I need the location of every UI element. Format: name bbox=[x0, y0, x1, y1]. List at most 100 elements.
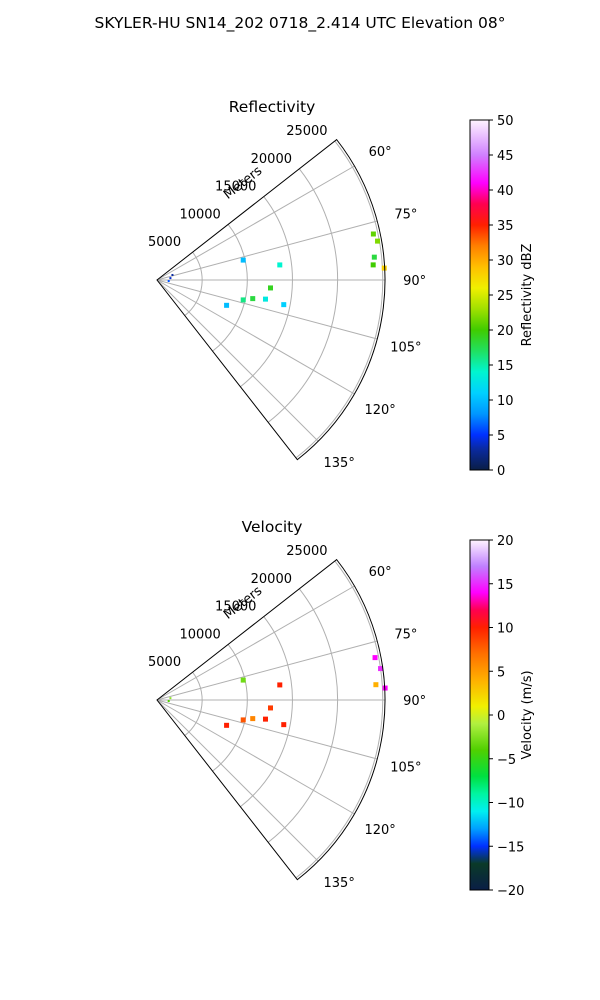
echo-0-1 bbox=[375, 238, 381, 244]
azimuth-tick-label-1-0: 60° bbox=[369, 565, 392, 580]
echo-0-0 bbox=[370, 231, 376, 237]
azimuth-spoke-0-0 bbox=[156, 165, 355, 281]
echo-0-11 bbox=[281, 302, 287, 308]
colorbar-tick-label-0-10: 50 bbox=[497, 114, 514, 129]
echo-1-12 bbox=[169, 697, 172, 700]
figure-title: SKYLER-HU SN14_202 0718_2.414 UTC Elevat… bbox=[94, 14, 506, 32]
echo-1-5 bbox=[240, 677, 246, 683]
echo-0-9 bbox=[240, 297, 246, 303]
range-tick-label-1-1: 10000 bbox=[179, 627, 220, 642]
colorbar-tick-label-1-3: −5 bbox=[497, 753, 516, 768]
azimuth-tick-label-0-0: 60° bbox=[369, 145, 392, 160]
echo-0-7 bbox=[267, 285, 273, 291]
echo-0-2 bbox=[371, 254, 377, 260]
panel-title-1: Velocity bbox=[242, 518, 303, 536]
echo-1-4 bbox=[277, 682, 283, 688]
colorbar-tick-label-0-3: 15 bbox=[497, 359, 514, 374]
panel-title-0: Reflectivity bbox=[229, 98, 316, 116]
echo-0-10 bbox=[262, 296, 268, 302]
colorbar-tick-label-0-8: 40 bbox=[497, 184, 514, 199]
range-tick-label-0-1: 10000 bbox=[179, 207, 220, 222]
azimuth-tick-label-0-1: 75° bbox=[394, 207, 417, 222]
range-tick-label-1-4: 25000 bbox=[286, 544, 327, 559]
colorbar-tick-label-1-2: −10 bbox=[497, 797, 524, 812]
azimuth-tick-label-0-2: 90° bbox=[403, 274, 426, 289]
echo-0-8 bbox=[250, 296, 256, 302]
range-ring-1-1 bbox=[212, 644, 248, 772]
range-tick-label-1-2: 15000 bbox=[215, 600, 256, 615]
echo-1-2 bbox=[373, 682, 379, 688]
echo-1-13 bbox=[167, 700, 170, 703]
echo-1-8 bbox=[240, 717, 246, 723]
colorbar-tick-label-0-9: 45 bbox=[497, 149, 514, 164]
echo-0-12 bbox=[224, 302, 230, 308]
range-ring-0-0 bbox=[184, 251, 203, 316]
echo-0-13 bbox=[169, 277, 172, 280]
range-ring-1-4 bbox=[295, 560, 384, 879]
range-tick-label-1-0: 5000 bbox=[148, 655, 181, 670]
colorbar-tick-label-1-7: 15 bbox=[497, 578, 514, 593]
colorbar-tick-label-1-8: 20 bbox=[497, 534, 514, 549]
range-tick-label-0-0: 5000 bbox=[148, 235, 181, 250]
azimuth-tick-label-1-1: 75° bbox=[394, 627, 417, 642]
colorbar-label-0: Reflectivity dBZ bbox=[520, 244, 535, 347]
colorbar-tick-label-0-2: 10 bbox=[497, 394, 514, 409]
colorbar-1 bbox=[469, 539, 490, 891]
range-tick-label-0-2: 15000 bbox=[215, 180, 256, 195]
range-ring-0-2 bbox=[240, 196, 293, 388]
colorbar-tick-label-0-6: 30 bbox=[497, 254, 514, 269]
azimuth-tick-label-0-3: 105° bbox=[390, 341, 421, 356]
azimuth-spoke-1-5 bbox=[156, 699, 319, 862]
range-ring-0-4 bbox=[295, 140, 384, 459]
range-ring-0-1 bbox=[212, 224, 248, 352]
colorbar-tick-label-0-7: 35 bbox=[497, 219, 514, 234]
colorbar-tick-label-0-5: 25 bbox=[497, 289, 514, 304]
azimuth-tick-label-1-4: 120° bbox=[364, 823, 395, 838]
echo-0-5 bbox=[277, 262, 283, 268]
echo-1-0 bbox=[372, 655, 378, 661]
colorbar-0 bbox=[469, 119, 490, 471]
range-tick-label-0-4: 25000 bbox=[286, 124, 327, 139]
colorbar-tick-label-1-4: 0 bbox=[497, 709, 505, 724]
azimuth-spoke-0-1 bbox=[156, 220, 378, 281]
azimuth-tick-label-0-4: 120° bbox=[364, 403, 395, 418]
echo-1-6 bbox=[267, 705, 273, 711]
range-tick-label-1-3: 20000 bbox=[251, 572, 292, 587]
azimuth-tick-label-0-5: 135° bbox=[324, 456, 355, 471]
echo-0-4 bbox=[370, 262, 376, 268]
echo-1-1 bbox=[378, 666, 384, 672]
echo-0-15 bbox=[171, 273, 174, 276]
azimuth-tick-label-1-2: 90° bbox=[403, 694, 426, 709]
echo-1-10 bbox=[281, 722, 287, 728]
colorbar-tick-label-1-5: 5 bbox=[497, 665, 505, 680]
azimuth-spoke-1-1 bbox=[156, 640, 378, 701]
colorbar-label-1: Velocity (m/s) bbox=[520, 670, 535, 759]
azimuth-spoke-0-5 bbox=[156, 279, 319, 442]
range-tick-label-0-3: 20000 bbox=[251, 152, 292, 167]
colorbar-tick-label-0-4: 20 bbox=[497, 324, 514, 339]
azimuth-spoke-1-4 bbox=[156, 699, 355, 815]
colorbar-tick-label-1-0: −20 bbox=[497, 884, 524, 899]
colorbar-tick-label-1-1: −15 bbox=[497, 840, 524, 855]
echo-1-7 bbox=[250, 716, 256, 722]
range-ring-1-0 bbox=[184, 671, 203, 736]
echo-0-14 bbox=[167, 280, 170, 283]
azimuth-spoke-1-0 bbox=[156, 585, 355, 701]
azimuth-spoke-1-3 bbox=[156, 699, 378, 760]
range-ring-1-2 bbox=[240, 616, 293, 808]
sector-outline-1 bbox=[156, 558, 386, 881]
echo-1-9 bbox=[262, 716, 268, 722]
azimuth-tick-label-1-5: 135° bbox=[324, 876, 355, 891]
azimuth-spoke-0-3 bbox=[156, 279, 378, 340]
colorbar-tick-label-1-6: 10 bbox=[497, 622, 514, 637]
sector-outline-0 bbox=[156, 138, 386, 461]
range-ring-0-3 bbox=[267, 168, 339, 423]
range-ring-1-3 bbox=[267, 588, 339, 843]
colorbar-tick-label-0-0: 0 bbox=[497, 464, 505, 479]
colorbar-tick-label-0-1: 5 bbox=[497, 429, 505, 444]
echo-0-6 bbox=[240, 257, 246, 263]
echo-1-11 bbox=[224, 722, 230, 728]
azimuth-spoke-0-4 bbox=[156, 279, 355, 395]
azimuth-tick-label-1-3: 105° bbox=[390, 761, 421, 776]
